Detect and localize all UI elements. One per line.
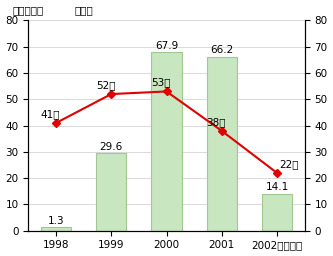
Bar [41, 227, 71, 231]
Bar [151, 52, 182, 231]
Text: 52件: 52件 [96, 80, 115, 90]
Bar [206, 57, 237, 231]
Text: 41件: 41件 [41, 109, 60, 119]
Bar [96, 153, 127, 231]
Text: （件）: （件） [74, 5, 93, 15]
Text: 29.6: 29.6 [100, 142, 123, 152]
Text: 53件: 53件 [151, 78, 170, 88]
Text: 67.9: 67.9 [155, 41, 178, 51]
Text: 22件: 22件 [280, 159, 299, 169]
Text: 1.3: 1.3 [48, 216, 64, 226]
Text: （億ドル）: （億ドル） [13, 5, 44, 15]
Text: 38件: 38件 [206, 117, 226, 127]
Text: 14.1: 14.1 [265, 182, 289, 192]
Text: 66.2: 66.2 [210, 45, 233, 56]
Bar [262, 194, 292, 231]
